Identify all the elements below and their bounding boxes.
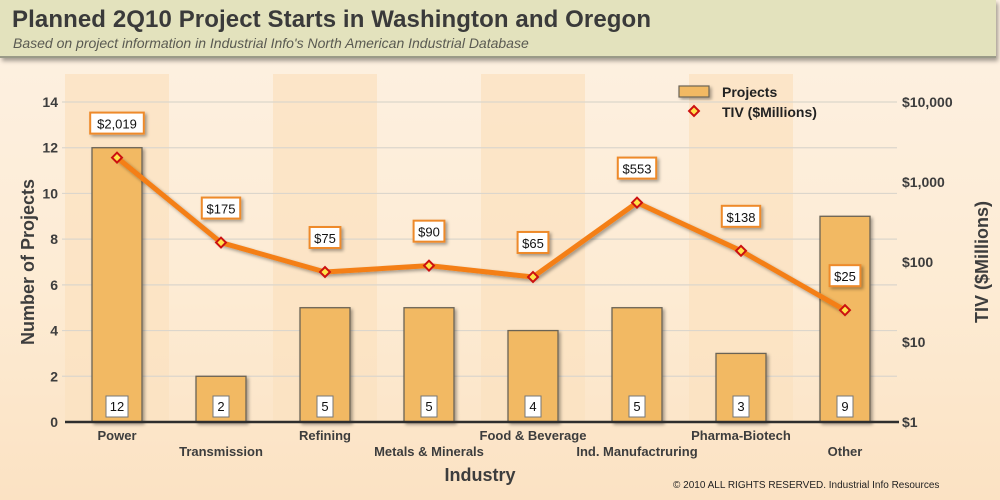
x-axis-title: Industry <box>444 465 515 485</box>
tiv-value-label-box <box>828 264 862 288</box>
tiv-line <box>110 151 852 317</box>
chart-subtitle: Based on project information in Industri… <box>13 35 529 51</box>
legend-swatch-tiv-marker <box>687 104 701 118</box>
tiv-marker <box>526 270 540 284</box>
y2-tick-label: $1,000 <box>902 174 945 190</box>
bar-value-label: 5 <box>425 399 432 414</box>
tiv-marker <box>110 151 124 164</box>
y2-tick-label: $10 <box>902 334 926 350</box>
tiv-value-label-box <box>89 111 145 135</box>
tiv-value-label: $2,019 <box>97 117 137 132</box>
y2-tick-label: $100 <box>902 254 933 270</box>
tiv-value-label: $553 <box>623 162 652 177</box>
tiv-marker <box>630 196 644 209</box>
tiv-value-label: $90 <box>418 225 440 240</box>
tiv-value-label: $75 <box>314 231 336 246</box>
y-axis-title: Number of Projects <box>18 179 38 345</box>
bar-value-label: 4 <box>529 399 536 414</box>
y-tick-label: 4 <box>50 323 58 339</box>
y-tick-label: 0 <box>50 414 58 430</box>
bar-value-label-box <box>628 395 646 418</box>
legend-label-tiv: TIV ($Millions) <box>722 104 817 120</box>
tiv-value-label: $65 <box>522 236 544 251</box>
tiv-value-label-box <box>412 219 446 243</box>
category-label: Pharma-Biotech <box>691 428 791 443</box>
right-axis-ticks: $1 $10 $100 $1,000 $10,000 <box>902 94 953 430</box>
y2-tick-label: $1 <box>902 414 918 430</box>
tiv-labels: $2,019 $175 $75 $90 $65 $553 $138 $25 <box>89 111 862 288</box>
tiv-marker <box>214 236 228 249</box>
category-labels: Power Transmission Refining Metals & Minera… <box>97 428 862 459</box>
bar-value-label: 5 <box>321 399 328 414</box>
y2-tick-label: $10,000 <box>902 94 953 110</box>
copyright-text: © 2010 ALL RIGHTS RESERVED. Industrial I… <box>673 480 939 491</box>
tiv-value-label-box <box>516 230 550 254</box>
y2-axis-title: TIV ($Millions) <box>972 201 992 323</box>
tiv-value-label-box <box>200 196 242 220</box>
y-tick-label: 6 <box>50 277 58 293</box>
bar-value-label: 5 <box>633 399 640 414</box>
chart-title: Planned 2Q10 Project Starts in Washingto… <box>12 6 652 33</box>
tiv-marker <box>318 265 332 279</box>
bar <box>819 215 871 423</box>
category-label: Other <box>828 444 863 459</box>
y-tick-label: 12 <box>42 140 58 156</box>
legend-label-projects: Projects <box>722 84 777 100</box>
bar-value-label-box <box>732 395 750 418</box>
y-tick-label: 2 <box>50 368 58 384</box>
legend: Projects TIV ($Millions) <box>677 84 817 120</box>
bar-value-label: 12 <box>110 399 124 414</box>
tiv-marker <box>422 259 436 273</box>
tiv-value-label: $138 <box>727 210 756 225</box>
tiv-marker <box>734 244 748 258</box>
tiv-marker <box>838 303 852 317</box>
category-label: Food & Beverage <box>480 428 587 443</box>
category-label: Ind. Manufactruring <box>576 444 697 459</box>
bar-value-label-box <box>212 395 230 418</box>
tiv-line-path <box>115 155 847 313</box>
y-tick-label: 10 <box>42 185 58 201</box>
bar-value-label-box <box>420 395 438 418</box>
tiv-value-label: $175 <box>207 202 236 217</box>
legend-swatch-projects <box>678 85 710 98</box>
bar-value-label-box <box>836 395 854 418</box>
bar-value-label: 2 <box>217 399 224 414</box>
tiv-value-label-box <box>308 225 342 249</box>
bar-value-label-box <box>524 395 542 418</box>
bar-labels: 12 2 5 5 4 5 3 9 <box>105 395 854 418</box>
category-label: Power <box>97 428 136 443</box>
bar-value-label-box <box>105 395 129 418</box>
chart-header: Planned 2Q10 Project Starts in Washingto… <box>0 0 996 58</box>
left-axis-ticks: 0 2 4 6 8 10 12 14 <box>42 94 58 430</box>
tiv-value-label: $25 <box>834 269 856 284</box>
category-label: Transmission <box>179 444 263 459</box>
bar-value-label: 9 <box>841 399 848 414</box>
tiv-value-label-box <box>720 204 762 228</box>
bar-value-label-box <box>316 395 334 418</box>
tiv-value-label-box <box>616 156 658 180</box>
category-label: Refining <box>299 428 351 443</box>
bar <box>91 147 143 423</box>
y-tick-label: 14 <box>42 94 58 110</box>
bar-value-label: 3 <box>737 399 744 414</box>
category-label: Metals & Minerals <box>374 444 484 459</box>
y-tick-label: 8 <box>50 231 58 247</box>
